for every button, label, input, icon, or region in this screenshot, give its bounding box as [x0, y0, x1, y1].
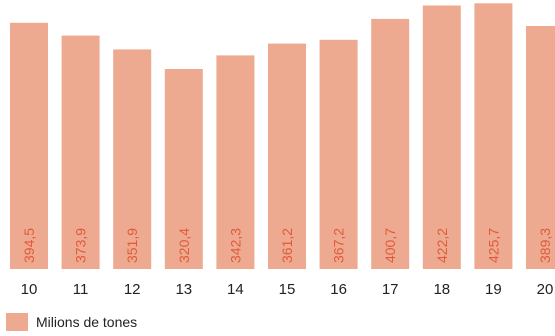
bar-16 — [319, 39, 358, 269]
value-label-15: 361,2 — [279, 228, 295, 263]
value-label-16: 367,2 — [331, 228, 347, 263]
value-label-12: 351,9 — [124, 228, 140, 263]
bar-17 — [371, 18, 410, 270]
legend-label: Milions de tones — [36, 314, 138, 330]
legend-swatch — [6, 313, 28, 331]
tick-label-15: 15 — [279, 281, 296, 298]
tick-label-20: 20 — [537, 281, 554, 298]
tick-label-13: 13 — [175, 281, 192, 298]
bar-chart: 394,5 10 373,9 11 351,9 12 320,4 13 342,3 14 361,2… — [10, 3, 555, 298]
value-label-18: 422,2 — [434, 228, 450, 263]
legend: Milions de tones — [6, 313, 137, 331]
tick-label-12: 12 — [124, 281, 141, 298]
tick-label-18: 18 — [433, 281, 450, 298]
bar-12 — [113, 49, 152, 270]
bar-14 — [216, 55, 255, 270]
bar-13 — [164, 69, 203, 269]
value-label-10: 394,5 — [21, 228, 37, 263]
bar-15 — [268, 43, 306, 269]
value-label-13: 320,4 — [176, 228, 192, 263]
value-label-20: 389,3 — [537, 228, 553, 263]
bar-19 — [474, 3, 513, 270]
tick-label-16: 16 — [330, 281, 347, 298]
tick-label-11: 11 — [73, 281, 89, 298]
bar-20 — [526, 26, 555, 269]
value-label-17: 400,7 — [382, 228, 398, 263]
tick-label-10: 10 — [21, 281, 38, 298]
value-label-11: 373,9 — [73, 228, 89, 263]
bar-11 — [61, 35, 100, 269]
tick-label-14: 14 — [227, 281, 244, 298]
tick-label-19: 19 — [485, 281, 502, 298]
value-label-19: 425,7 — [485, 228, 501, 263]
bar-10 — [10, 22, 48, 269]
value-label-14: 342,3 — [227, 228, 243, 263]
tick-label-17: 17 — [382, 281, 399, 298]
bar-18 — [422, 5, 461, 269]
